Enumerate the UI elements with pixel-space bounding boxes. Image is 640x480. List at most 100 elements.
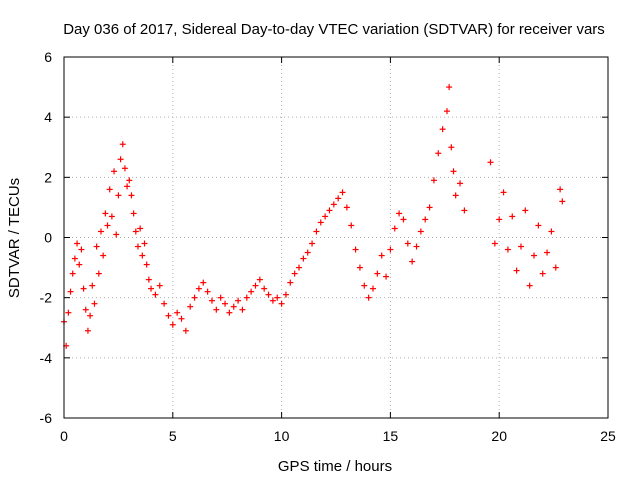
y-tick-label: -2: [40, 290, 53, 306]
data-point: [152, 291, 159, 298]
data-point: [487, 159, 494, 166]
y-tick-label: 2: [44, 169, 52, 185]
data-point: [330, 201, 337, 208]
data-point: [195, 285, 202, 292]
data-point: [269, 297, 276, 304]
x-axis-label: GPS time / hours: [278, 458, 392, 475]
axis-ticks: 0 5 10 15 20 25 -6 -4 -2 0 2 4 6: [40, 49, 616, 444]
y-tick-label: 4: [44, 109, 52, 125]
data-point: [106, 186, 113, 193]
data-point: [274, 294, 281, 301]
data-point: [500, 189, 507, 196]
data-point: [374, 270, 381, 277]
x-tick-label: 0: [60, 428, 68, 444]
y-tick-label: 6: [44, 49, 52, 65]
data-point: [396, 210, 403, 217]
data-point: [417, 228, 424, 235]
data-point: [124, 183, 131, 190]
data-point: [69, 270, 76, 277]
data-point: [89, 282, 96, 289]
data-point: [226, 309, 233, 316]
data-point: [413, 243, 420, 250]
data-point: [261, 285, 268, 292]
data-point: [132, 228, 139, 235]
data-point: [213, 306, 220, 313]
data-point: [252, 282, 259, 289]
data-point: [113, 231, 120, 238]
grid-lines: [64, 57, 608, 418]
data-point: [128, 192, 135, 199]
data-point: [356, 264, 363, 271]
data-point: [443, 108, 450, 115]
data-point: [87, 312, 94, 319]
data-point: [450, 168, 457, 175]
data-point: [134, 243, 141, 250]
data-point: [317, 219, 324, 226]
data-point: [143, 261, 150, 268]
data-point: [222, 300, 229, 307]
data-point: [139, 252, 146, 259]
data-point: [526, 282, 533, 289]
data-point: [204, 288, 211, 295]
data-point: [313, 228, 320, 235]
data-point: [400, 216, 407, 223]
data-point: [439, 126, 446, 133]
data-point: [97, 228, 104, 235]
data-point: [130, 210, 137, 217]
x-tick-label: 10: [274, 428, 290, 444]
data-point: [174, 309, 181, 316]
data-point: [65, 309, 72, 316]
data-point: [256, 276, 263, 283]
data-point: [535, 222, 542, 229]
data-point: [80, 285, 87, 292]
data-point: [409, 258, 416, 265]
data-point: [115, 192, 122, 199]
data-point: [422, 216, 429, 223]
data-point: [387, 246, 394, 253]
data-point: [169, 321, 176, 328]
x-tick-label: 5: [169, 428, 177, 444]
data-point: [117, 156, 124, 163]
data-point: [378, 252, 385, 259]
data-point: [137, 225, 144, 232]
data-point: [365, 294, 372, 301]
data-point: [278, 300, 285, 307]
data-point: [361, 282, 368, 289]
data-point: [559, 198, 566, 205]
y-tick-label: -6: [40, 410, 53, 426]
data-point: [141, 240, 148, 247]
data-point: [91, 300, 98, 307]
data-point: [326, 207, 333, 214]
y-tick-label: -4: [40, 350, 53, 366]
data-point: [404, 240, 411, 247]
y-axis-label: SDTVAR / TECUs: [6, 178, 23, 298]
data-point: [517, 243, 524, 250]
data-point: [509, 213, 516, 220]
y-tick-label: 0: [44, 230, 52, 246]
data-point: [93, 243, 100, 250]
data-point: [230, 303, 237, 310]
data-point: [148, 285, 155, 292]
data-point: [322, 213, 329, 220]
data-point: [182, 327, 189, 334]
data-point: [544, 249, 551, 256]
data-point: [426, 204, 433, 211]
data-point: [156, 282, 163, 289]
data-point: [548, 228, 555, 235]
data-point: [539, 270, 546, 277]
data-point: [461, 207, 468, 214]
data-point: [191, 294, 198, 301]
data-point: [557, 186, 564, 193]
data-point: [339, 189, 346, 196]
data-point: [100, 252, 107, 259]
data-point: [104, 222, 111, 229]
data-point: [121, 165, 128, 172]
data-point: [352, 246, 359, 253]
data-point: [300, 255, 307, 262]
data-point: [552, 264, 559, 271]
data-point: [304, 249, 311, 256]
data-point: [343, 204, 350, 211]
data-point: [248, 288, 255, 295]
data-point: [208, 297, 215, 304]
